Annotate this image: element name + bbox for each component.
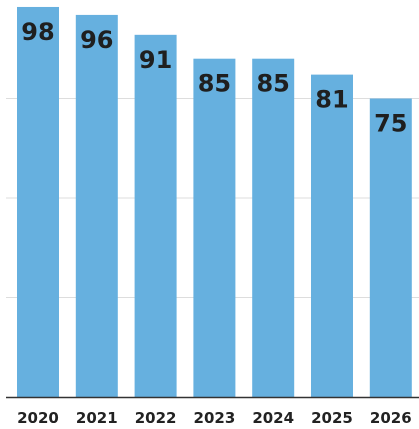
value-label-2021: 96 (80, 26, 113, 54)
bar-2020 (17, 6, 59, 398)
bar-2022 (134, 34, 177, 397)
value-label-2022: 91 (139, 46, 172, 74)
bars (17, 6, 412, 398)
bar-2023 (193, 58, 236, 397)
x-tick-label-2026: 2026 (370, 409, 412, 427)
x-tick-label-2024: 2024 (252, 409, 294, 427)
value-label-2024: 85 (256, 70, 289, 98)
value-label-2026: 75 (374, 110, 407, 138)
bar-2025 (311, 74, 353, 398)
bar-2021 (75, 14, 118, 397)
x-tick-label-2023: 2023 (194, 409, 236, 427)
bar-2026 (369, 98, 412, 397)
bar-2024 (252, 58, 295, 397)
x-axis-tick-labels: 2020 2021 2022 2023 2024 2025 2026 (17, 409, 412, 427)
x-tick-label-2022: 2022 (135, 409, 177, 427)
x-tick-label-2021: 2021 (76, 409, 118, 427)
x-tick-label-2025: 2025 (311, 409, 353, 427)
value-label-2023: 85 (198, 70, 231, 98)
x-tick-label-2020: 2020 (17, 409, 59, 427)
value-labels: 98 96 91 85 85 81 75 (21, 18, 407, 138)
value-label-2025: 81 (315, 86, 348, 114)
value-label-2020: 98 (21, 18, 54, 46)
